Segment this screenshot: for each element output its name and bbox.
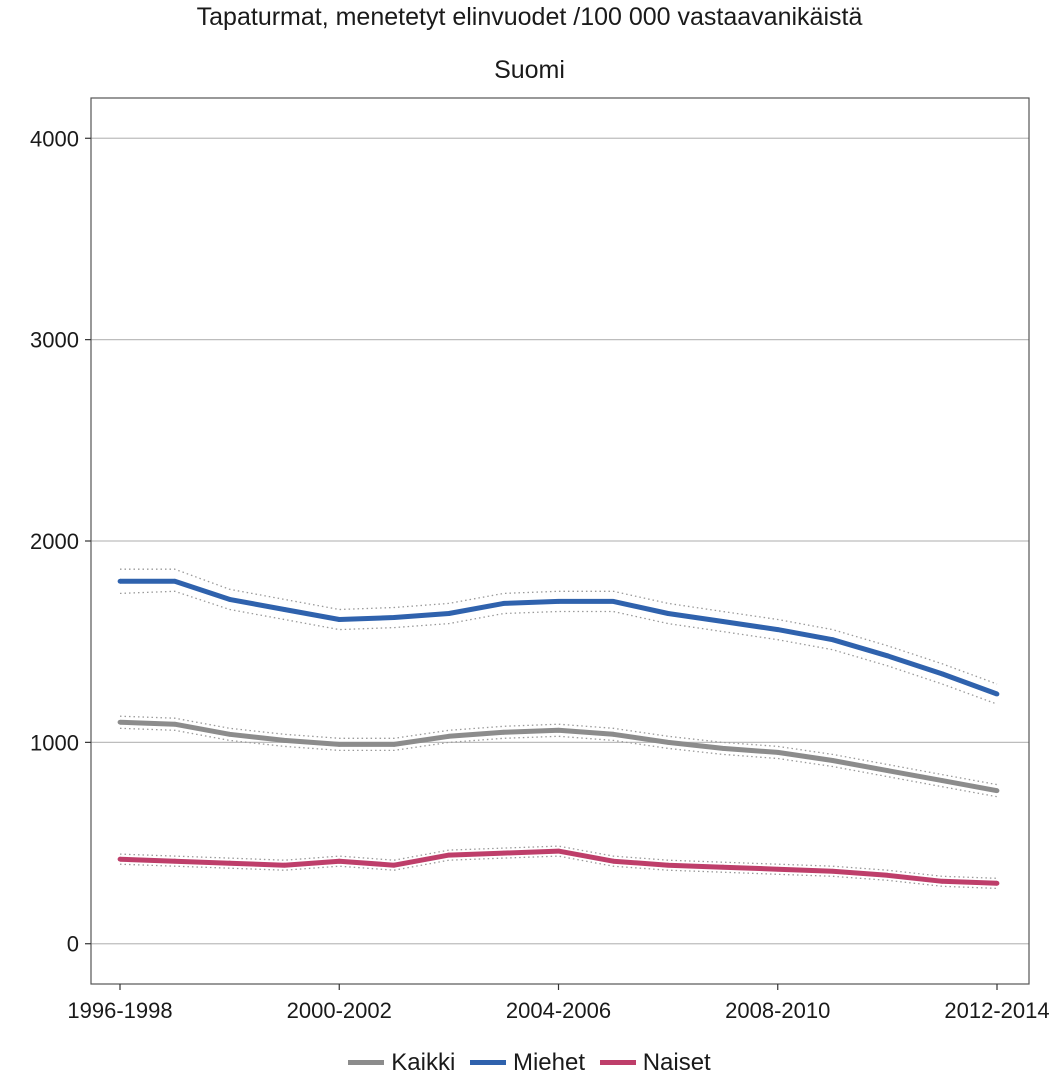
data-point-miehet-7 xyxy=(501,601,507,606)
data-point-miehet-13 xyxy=(830,637,835,643)
data-point-naiset-12 xyxy=(775,866,781,872)
data-point-kaikki-13 xyxy=(830,758,835,763)
legend-item-kaikki: Kaikki xyxy=(348,1049,455,1077)
data-point-kaikki-14 xyxy=(884,768,890,773)
x-tick-label-2004-2006: 2004-2006 xyxy=(506,998,611,1023)
data-point-miehet-2 xyxy=(227,596,233,602)
legend-item-miehet: Miehet xyxy=(469,1048,586,1077)
y-tick-label-0: 0 xyxy=(67,932,79,957)
x-tick-label-2008-2010: 2008-2010 xyxy=(725,998,830,1023)
data-point-kaikki-4 xyxy=(336,741,342,747)
data-point-kaikki-1 xyxy=(172,721,178,727)
legend-item-naiset: Naiset xyxy=(599,1048,711,1077)
ci-upper-kaikki xyxy=(119,715,998,786)
legend-key-kaikki xyxy=(348,1060,385,1065)
data-point-kaikki-11 xyxy=(720,746,726,751)
data-point-naiset-13 xyxy=(830,868,835,874)
data-point-miehet-1 xyxy=(172,578,178,584)
legend-key-miehet xyxy=(469,1060,506,1065)
y-tick-label-2000: 2000 xyxy=(30,529,79,554)
data-point-kaikki-5 xyxy=(391,741,397,747)
legend-label-naiset: Naiset xyxy=(642,1048,711,1076)
data-point-naiset-6 xyxy=(446,852,452,858)
data-point-kaikki-3 xyxy=(282,737,287,743)
data-point-miehet-14 xyxy=(884,653,890,659)
data-point-miehet-9 xyxy=(610,599,616,604)
data-point-miehet-6 xyxy=(446,611,452,616)
data-point-naiset-14 xyxy=(884,872,890,878)
ci-upper-miehet xyxy=(120,568,998,685)
data-point-miehet-3 xyxy=(282,607,287,612)
x-tick-label-2000-2002: 2000-2002 xyxy=(287,998,392,1023)
gridlines xyxy=(91,137,1029,945)
data-point-miehet-15 xyxy=(939,671,945,677)
data-point-miehet-12 xyxy=(775,627,781,632)
ci-lower-miehet xyxy=(119,590,998,705)
legend-key-naiset xyxy=(599,1060,636,1065)
data-point-miehet-11 xyxy=(720,619,726,624)
data-point-kaikki-12 xyxy=(775,750,781,755)
data-point-miehet-4 xyxy=(336,617,342,622)
chart-subtitle: Suomi xyxy=(494,56,565,84)
series-line-miehet xyxy=(120,578,998,697)
y-tick-label-3000: 3000 xyxy=(30,328,79,353)
data-point-naiset-3 xyxy=(282,862,287,868)
data-point-naiset-2 xyxy=(227,860,233,866)
data-point-naiset-4 xyxy=(336,858,342,864)
data-point-miehet-5 xyxy=(391,615,397,620)
legend-label-miehet: Miehet xyxy=(512,1048,586,1076)
data-point-miehet-8 xyxy=(556,599,561,604)
data-point-miehet-16 xyxy=(994,691,1000,697)
data-point-naiset-8 xyxy=(556,848,561,854)
y-tick-label-1000: 1000 xyxy=(30,730,79,755)
data-point-naiset-0 xyxy=(117,856,123,862)
data-point-kaikki-2 xyxy=(227,731,233,737)
data-point-kaikki-15 xyxy=(939,778,945,784)
data-point-kaikki-16 xyxy=(994,788,1000,794)
chart-title: Tapaturmat, menetetyt elinvuodet /100 00… xyxy=(196,3,863,31)
y-tick-label-4000: 4000 xyxy=(30,126,79,151)
data-point-kaikki-6 xyxy=(446,733,452,739)
y-axis: 0 1000 2000 3000 4000 xyxy=(30,126,91,957)
confidence-bands xyxy=(119,568,998,890)
data-point-kaikki-9 xyxy=(610,731,616,737)
data-point-kaikki-10 xyxy=(665,739,671,745)
x-tick-label-1996-1998: 1996-1998 xyxy=(67,998,172,1023)
data-point-kaikki-7 xyxy=(501,729,507,735)
legend: Kaikki Miehet Naiset xyxy=(0,1044,1059,1077)
data-point-kaikki-8 xyxy=(556,727,561,733)
series-lines xyxy=(117,578,1000,886)
data-point-naiset-11 xyxy=(720,864,726,870)
x-axis: 1996-1998 2000-2002 2004-2006 2008-2010 2012… xyxy=(67,984,1050,1023)
data-point-naiset-16 xyxy=(994,880,1000,886)
legend-label-kaikki: Kaikki xyxy=(391,1048,456,1076)
data-point-naiset-1 xyxy=(172,858,178,864)
x-tick-label-2012-2014: 2012-2014 xyxy=(944,998,1049,1023)
data-point-naiset-5 xyxy=(391,862,397,868)
data-point-naiset-15 xyxy=(939,878,945,884)
data-point-miehet-0 xyxy=(117,578,123,584)
data-point-kaikki-0 xyxy=(117,719,123,725)
data-point-miehet-10 xyxy=(665,611,671,616)
data-point-naiset-9 xyxy=(610,858,616,864)
data-point-naiset-10 xyxy=(665,862,671,868)
data-point-naiset-7 xyxy=(501,850,507,856)
